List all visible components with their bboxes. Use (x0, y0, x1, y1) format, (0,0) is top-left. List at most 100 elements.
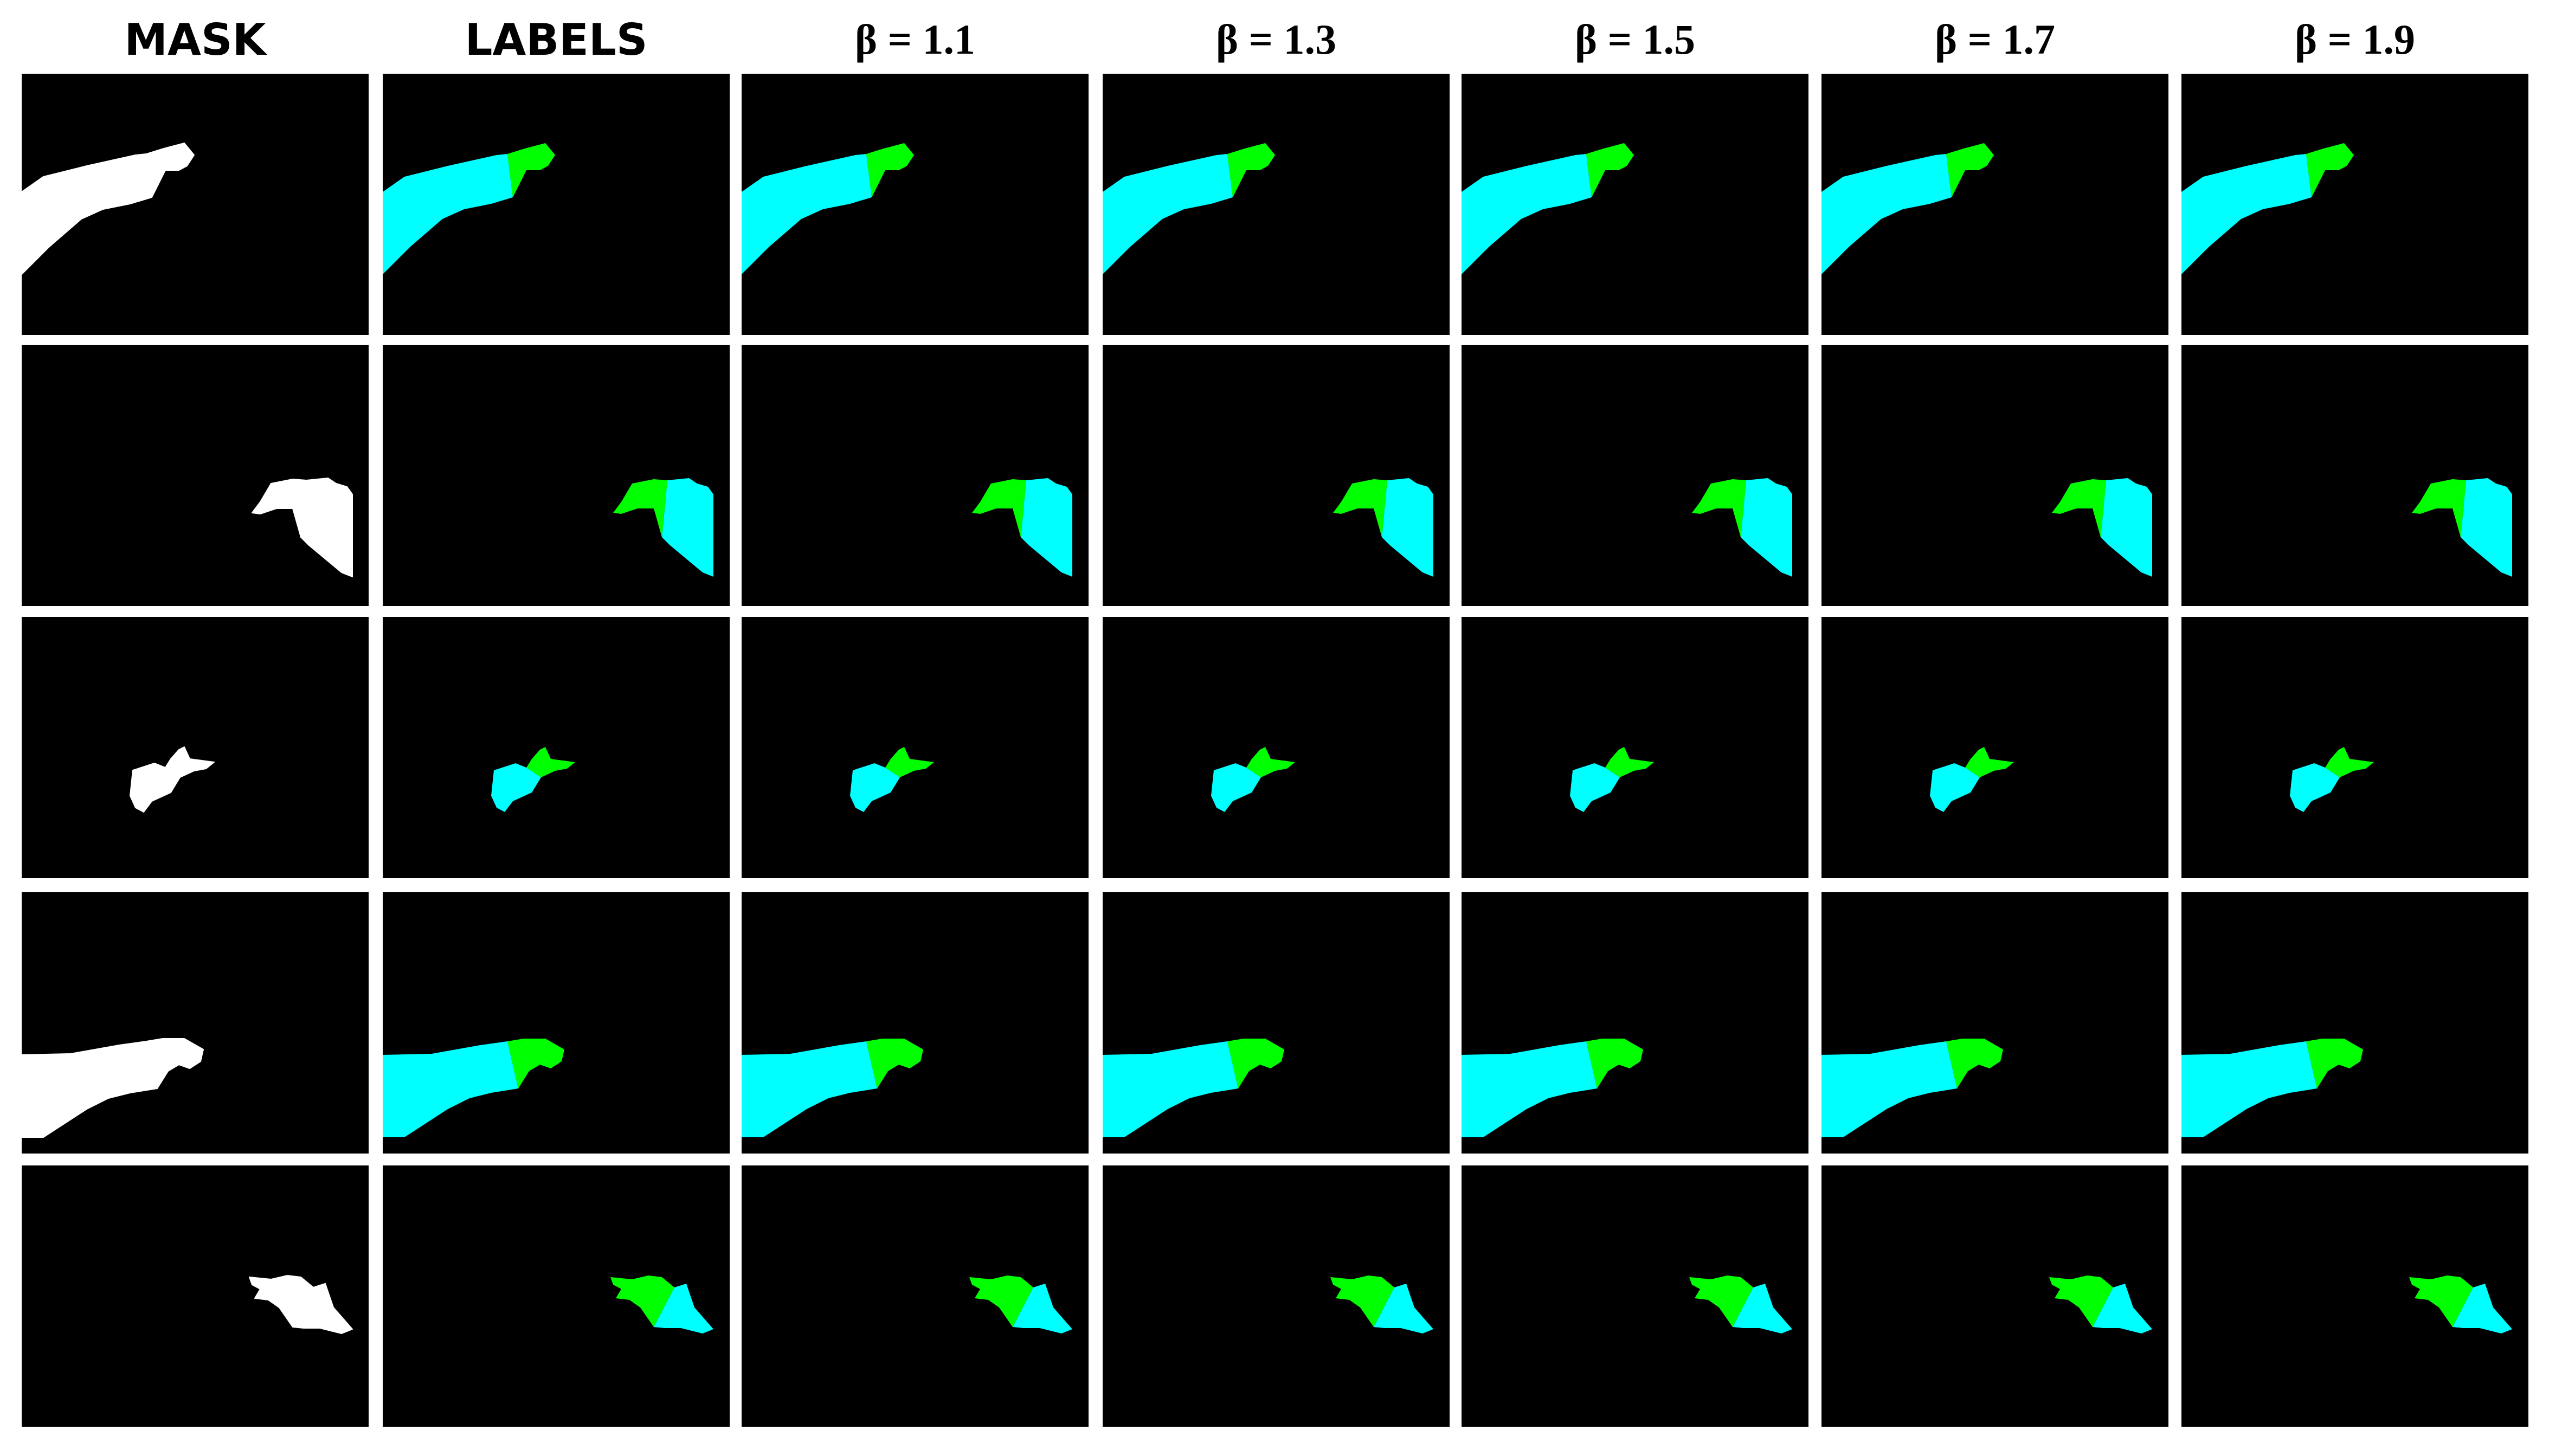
panel-row2-beta-1 (742, 345, 1089, 606)
segmentation-image (2290, 747, 2374, 812)
proximal-segment (383, 154, 513, 274)
segmentation-image (1211, 747, 1295, 812)
proximal-segment (2093, 1284, 2152, 1333)
distal-segment (2306, 1039, 2363, 1088)
proximal-segment (1733, 1284, 1792, 1333)
panel-row5-mask (22, 1165, 369, 1427)
mask-region (252, 479, 307, 538)
proximal-segment (1462, 1041, 1597, 1137)
mask-region (130, 763, 181, 813)
panel-row1-beta-3 (1462, 74, 1808, 335)
distal-segment (969, 1275, 1033, 1327)
column-header-2: β = 1.1 (854, 16, 976, 63)
panel-row1-mask (22, 74, 369, 335)
segmentation-image (972, 478, 1072, 577)
proximal-segment (850, 763, 900, 812)
distal-segment (866, 143, 914, 197)
column-header-0: MASK (124, 14, 266, 65)
distal-segment (2325, 747, 2374, 777)
segmentation-image (742, 143, 914, 274)
proximal-segment (1103, 1041, 1238, 1137)
proximal-segment (1021, 478, 1072, 577)
proximal-segment (2181, 1041, 2317, 1137)
distal-segment (507, 1039, 564, 1088)
mask-region (146, 143, 195, 198)
proximal-segment (1382, 478, 1433, 577)
proximal-segment (1570, 763, 1620, 812)
proximal-segment (1821, 1041, 1957, 1137)
distal-segment (1586, 1039, 1643, 1088)
panel-row5-beta-3 (1462, 1165, 1808, 1427)
proximal-segment (742, 154, 872, 274)
column-header-5: β = 1.7 (1934, 16, 2056, 63)
panel-row4-beta-5 (2181, 892, 2528, 1154)
distal-segment (1333, 479, 1387, 537)
panel-row2-beta-3 (1462, 345, 1808, 606)
distal-segment (526, 747, 575, 777)
segmentation-image (1462, 1039, 1643, 1137)
panel-row1-beta-5 (2181, 74, 2528, 335)
proximal-segment (1374, 1284, 1433, 1333)
mask-region (22, 153, 152, 275)
distal-segment (1965, 747, 2014, 777)
panel-row1-beta-4 (1821, 74, 2168, 335)
panel-row2-mask (22, 345, 369, 606)
panel-row3-beta-1 (742, 617, 1089, 878)
mask-region (300, 478, 353, 577)
segmentation-image (1821, 143, 1994, 274)
panel-row5-labels (383, 1165, 730, 1427)
proximal-segment (383, 1041, 518, 1137)
distal-segment (1246, 747, 1295, 777)
segmentation-image (130, 746, 215, 813)
panel-row3-labels (383, 617, 730, 878)
panel-row4-beta-2 (1103, 892, 1450, 1154)
panel-row3-beta-5 (2181, 617, 2528, 878)
segmentation-image (1330, 1275, 1433, 1333)
segmentation-image (850, 747, 934, 812)
panel-row2-labels (383, 345, 730, 606)
segmentation-image (383, 1039, 564, 1137)
segmentation-image (742, 1039, 923, 1137)
segmentation-image (2409, 1275, 2512, 1333)
mask-region (249, 1275, 314, 1328)
segmentation-image (249, 1275, 353, 1334)
distal-segment (1227, 143, 1275, 197)
segmentation-image (1821, 1039, 2003, 1137)
proximal-segment (2290, 763, 2340, 812)
segmentation-image (252, 478, 353, 577)
column-header-1: LABELS (465, 14, 648, 65)
mask-region (22, 1041, 158, 1138)
panel-row3-beta-2 (1103, 617, 1450, 878)
distal-segment (2049, 1275, 2113, 1327)
mask-region (146, 1038, 204, 1089)
panel-row5-beta-4 (1821, 1165, 2168, 1427)
panel-row4-labels (383, 892, 730, 1154)
segmentation-image (22, 1038, 204, 1138)
proximal-segment (2101, 478, 2152, 577)
distal-segment (885, 747, 934, 777)
proximal-segment (1013, 1284, 1072, 1333)
panel-row5-beta-1 (742, 1165, 1089, 1427)
segmentation-image (2181, 1039, 2363, 1137)
proximal-segment (1211, 763, 1261, 812)
distal-segment (1330, 1275, 1394, 1327)
segmentation-image (2181, 143, 2354, 274)
distal-segment (507, 143, 555, 197)
distal-segment (866, 1039, 923, 1088)
segmentation-image (1103, 1039, 1284, 1137)
column-header-4: β = 1.5 (1574, 16, 1696, 63)
panel-row2-beta-2 (1103, 345, 1450, 606)
distal-segment (2052, 479, 2106, 537)
mask-region (292, 1283, 353, 1334)
distal-segment (610, 1275, 674, 1327)
segmentation-image (610, 1275, 713, 1333)
proximal-segment (654, 1284, 713, 1333)
distal-segment (1692, 479, 1746, 537)
distal-segment (2409, 1275, 2473, 1327)
segmentation-image (2412, 478, 2512, 577)
panel-row5-beta-2 (1103, 1165, 1450, 1427)
segmentation-image (1570, 747, 1654, 812)
distal-segment (1605, 747, 1654, 777)
proximal-segment (742, 1041, 877, 1137)
